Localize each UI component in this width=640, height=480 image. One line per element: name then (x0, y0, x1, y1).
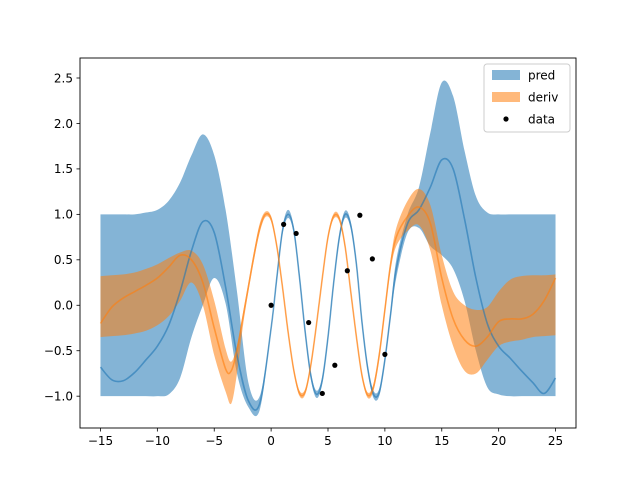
legend-swatch-deriv (492, 92, 520, 102)
y-tick-label: 0.5 (54, 253, 73, 267)
y-tick-label: 1.0 (54, 208, 73, 222)
legend-swatch-pred (492, 70, 520, 80)
data-point (382, 351, 388, 357)
y-tick-label: −0.5 (44, 344, 73, 358)
data-point (293, 230, 299, 237)
data-point (268, 302, 274, 308)
legend-box (483, 63, 571, 133)
confidence-bands (100, 80, 556, 417)
y-tick-label: 0.0 (54, 299, 73, 313)
legend-label-pred: pred (528, 68, 555, 82)
x-tick-label: 25 (548, 434, 563, 448)
deriv-band (100, 188, 556, 405)
y-axis: −1.0 −0.5 0.0 0.5 1.0 1.5 2.0 2.5 (44, 71, 80, 403)
deriv-mean-line (99, 206, 557, 397)
y-tick-label: 1.5 (54, 162, 73, 176)
data-point (357, 212, 363, 218)
x-tick-label: −5 (205, 434, 223, 448)
x-tick-label: −10 (145, 434, 170, 448)
legend-label-data: data (528, 112, 555, 126)
x-tick-label: 15 (434, 434, 449, 448)
data-point (281, 221, 287, 227)
series-lines (99, 157, 557, 411)
y-tick-label: 2.5 (54, 71, 73, 85)
legend-label-deriv: deriv (528, 90, 558, 104)
data-point (344, 268, 350, 274)
x-tick-label: 10 (377, 434, 392, 448)
y-tick-label: 2.0 (54, 117, 73, 131)
x-tick-label: −15 (88, 434, 113, 448)
data-point (369, 256, 375, 262)
data-point (332, 362, 338, 368)
data-point (319, 390, 325, 397)
x-tick-label: 0 (267, 434, 275, 448)
legend: pred deriv data (483, 63, 571, 133)
pred-mean-line (99, 157, 557, 411)
y-tick-label: −1.0 (44, 389, 73, 403)
x-axis: −15 −10 −5 0 5 10 15 20 25 (88, 428, 563, 448)
data-point (306, 319, 312, 326)
x-tick-label: 20 (491, 434, 506, 448)
legend-swatch-data (503, 116, 509, 122)
data-points (268, 212, 388, 397)
x-tick-label: 5 (324, 434, 332, 448)
pred-band (100, 80, 556, 417)
